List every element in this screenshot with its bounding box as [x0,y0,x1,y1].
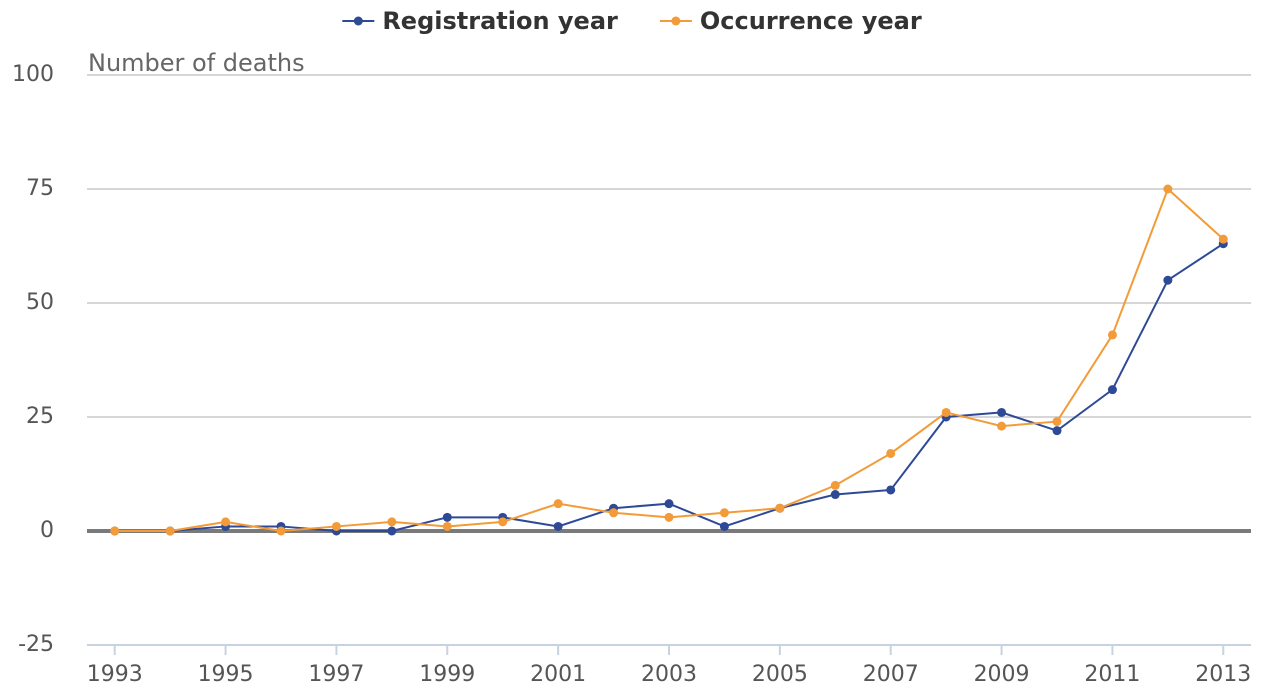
point [387,517,397,527]
point [997,407,1007,417]
x-tick-label: 1993 [87,662,143,687]
point [110,526,120,536]
point [719,508,729,518]
series [110,184,1228,536]
point [498,517,508,527]
y-tick-label: 25 [26,404,54,429]
y-tick-label: 75 [26,176,54,201]
point [1052,426,1062,436]
point [886,448,896,458]
x-tick-label: 2005 [752,662,808,687]
point [1163,275,1173,285]
series [110,239,1228,536]
point [830,490,840,500]
point [387,526,397,536]
point [1107,385,1117,395]
y-tick-label: 50 [26,290,54,315]
point [442,521,452,531]
point [664,512,674,522]
legend-label: Occurrence year [700,7,922,35]
point [664,499,674,509]
legend-symbol-dot [671,16,681,26]
point [553,521,563,531]
point [719,521,729,531]
x-tick-label: 1999 [419,662,475,687]
point [553,499,563,509]
x-tick-label: 2009 [974,662,1030,687]
point [1107,330,1117,340]
point [276,526,286,536]
y-tick-label: -25 [18,632,54,657]
legend: Registration year Occurrence year [342,7,922,35]
x-tick-label: 1995 [198,662,254,687]
y-axis-title: Number of deaths [88,49,305,77]
point [1052,417,1062,427]
series-line [114,187,1224,533]
point [886,485,896,495]
x-tick-label: 2011 [1084,662,1140,687]
x-tick-label: 2003 [641,662,697,687]
x-tick-label: 2001 [530,662,586,687]
point [331,521,341,531]
legend-label: Registration year [382,7,618,35]
x-tick-label: 2007 [863,662,919,687]
series-line [114,242,1224,532]
point [165,526,175,536]
y-tick-label: 0 [40,518,54,543]
point [775,503,785,513]
point [1163,184,1173,194]
x-tick-label: 2013 [1195,662,1251,687]
point [609,508,619,518]
point [830,480,840,490]
point [941,407,951,417]
point [1218,234,1228,244]
point [442,512,452,522]
x-tick-label: 1997 [308,662,364,687]
point [997,421,1007,431]
legend-symbol-dot [353,16,363,26]
y-tick-label: 100 [12,62,54,87]
point [221,517,231,527]
